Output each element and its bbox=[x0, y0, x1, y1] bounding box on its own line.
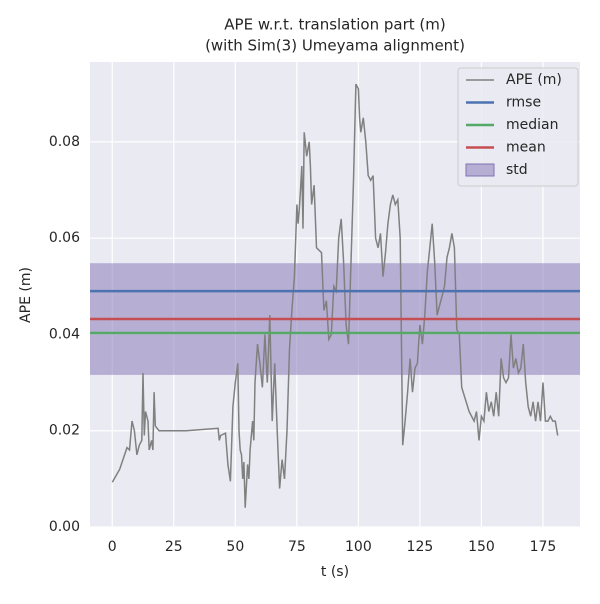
chart-subtitle: (with Sim(3) Umeyama alignment) bbox=[205, 37, 465, 55]
x-tick-label: 150 bbox=[468, 539, 495, 555]
x-tick-label: 175 bbox=[530, 539, 557, 555]
x-tick-label: 50 bbox=[226, 539, 244, 555]
legend-label: mean bbox=[506, 140, 546, 156]
x-axis-label: t (s) bbox=[321, 564, 349, 580]
x-tick-label: 0 bbox=[108, 539, 117, 555]
y-tick-label: 0.06 bbox=[49, 230, 80, 246]
y-axis-label: APE (m) bbox=[18, 267, 34, 323]
y-tick-label: 0.02 bbox=[49, 423, 80, 439]
legend-label: rmse bbox=[506, 95, 541, 111]
ape-line bbox=[111, 83, 559, 508]
y-tick-label: 0.08 bbox=[49, 134, 80, 150]
legend-box bbox=[457, 67, 579, 187]
x-tick-label: 100 bbox=[345, 539, 372, 555]
x-tick-label: 25 bbox=[165, 539, 183, 555]
legend-swatch bbox=[465, 163, 495, 177]
chart-title: APE w.r.t. translation part (m) bbox=[224, 16, 445, 34]
y-tick-label: 0.00 bbox=[49, 519, 80, 535]
x-tick-label: 75 bbox=[288, 539, 306, 555]
legend-label: std bbox=[506, 162, 528, 178]
x-tick-label: 125 bbox=[407, 539, 434, 555]
legend-label: median bbox=[506, 117, 558, 133]
y-tick-label: 0.04 bbox=[49, 326, 80, 342]
legend-label: APE (m) bbox=[506, 72, 562, 88]
